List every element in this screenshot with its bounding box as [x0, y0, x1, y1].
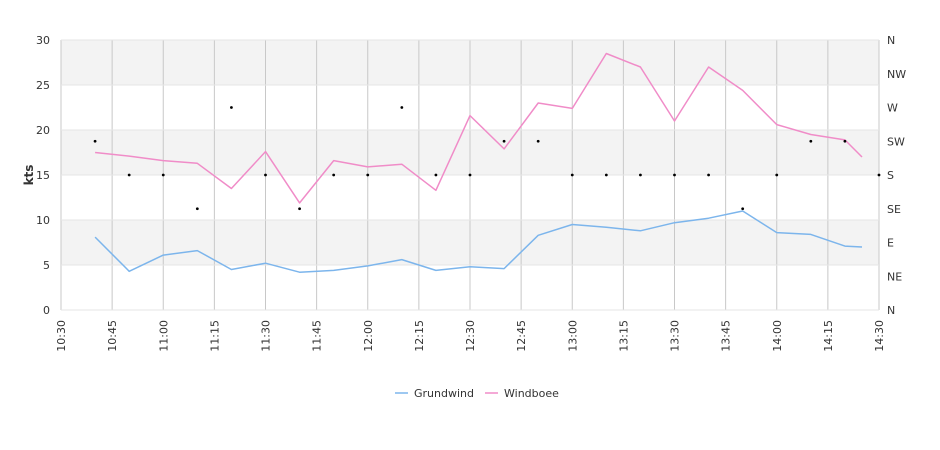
direction-marker [536, 139, 540, 143]
direction-marker [741, 207, 745, 211]
x-tick-label: 13:30 [669, 320, 682, 352]
direction-marker [843, 139, 847, 143]
x-tick-label: 13:15 [617, 320, 630, 352]
direction-marker [570, 173, 574, 177]
y2-tick-label: SE [887, 203, 901, 216]
direction-marker [673, 173, 676, 177]
y-tick-label: 30 [36, 34, 50, 47]
legend-item-windboee[interactable]: Windboee [485, 387, 559, 400]
x-tick-label: 13:45 [720, 320, 733, 352]
y-tick-label: 10 [36, 214, 50, 227]
direction-marker [161, 173, 165, 177]
y2-tick-label: W [887, 102, 898, 115]
x-tick-label: 12:15 [413, 320, 426, 352]
direction-marker [775, 173, 779, 177]
direction-marker [468, 173, 472, 177]
x-tick-label: 11:45 [311, 320, 324, 352]
direction-marker [502, 139, 506, 143]
x-tick-label: 11:30 [260, 320, 273, 352]
direction-marker [93, 139, 97, 143]
direction-marker [366, 173, 370, 177]
series-lines [94, 52, 863, 273]
y2-tick-label: NE [887, 270, 902, 283]
direction-marker [298, 207, 301, 211]
direction-markers [93, 106, 881, 211]
direction-marker [264, 173, 267, 177]
x-tick-label: 12:30 [464, 320, 477, 352]
y-axis-ticks: 0 5 10 15 20 25 30 [36, 34, 50, 317]
legend-label: Grundwind [414, 387, 474, 400]
x-tick-label: 14:15 [822, 320, 835, 352]
y2-tick-label: SW [887, 135, 905, 148]
direction-marker [877, 173, 881, 177]
direction-marker [604, 173, 608, 177]
direction-marker [707, 173, 710, 177]
direction-marker [809, 139, 813, 143]
y2-tick-label: NW [887, 68, 906, 81]
x-tick-label: 11:00 [157, 320, 170, 352]
y2-axis-ticks: N NE E SE S SW W NW N [887, 34, 906, 317]
y-tick-label: 15 [36, 169, 50, 182]
x-tick-label: 11:15 [208, 320, 221, 352]
x-tick-label: 10:45 [106, 320, 119, 352]
direction-marker [332, 173, 336, 177]
x-axis-ticks: 10:30 10:45 11:00 11:15 11:30 11:45 12:00 12:15… [55, 320, 886, 352]
series-line-grundwind [94, 210, 863, 273]
x-tick-label: 12:00 [362, 320, 375, 352]
y-tick-label: 20 [36, 124, 50, 137]
direction-marker [639, 173, 642, 177]
x-tick-label: 12:45 [515, 320, 528, 352]
legend-label: Windboee [504, 387, 559, 400]
direction-marker [400, 106, 404, 109]
legend: Grundwind Windboee [395, 387, 559, 400]
direction-marker [434, 173, 438, 177]
x-tick-label: 14:30 [873, 320, 886, 352]
x-tick-label: 14:00 [771, 320, 784, 352]
legend-item-grundwind[interactable]: Grundwind [395, 387, 474, 400]
y2-tick-label: S [887, 169, 894, 182]
direction-marker [230, 106, 233, 109]
y2-tick-label: N [887, 304, 895, 317]
y2-tick-label: E [887, 237, 894, 250]
x-tick-label: 10:30 [55, 320, 68, 352]
series-line-windboee [95, 52, 863, 204]
direction-marker [195, 207, 199, 211]
y2-tick-label: N [887, 34, 895, 47]
y-tick-label: 25 [36, 79, 50, 92]
direction-marker [127, 173, 131, 177]
x-tick-label: 13:00 [566, 320, 579, 352]
y-tick-label: 0 [43, 304, 50, 317]
y-tick-label: 5 [43, 259, 50, 272]
y-axis-title: kts [22, 165, 36, 186]
